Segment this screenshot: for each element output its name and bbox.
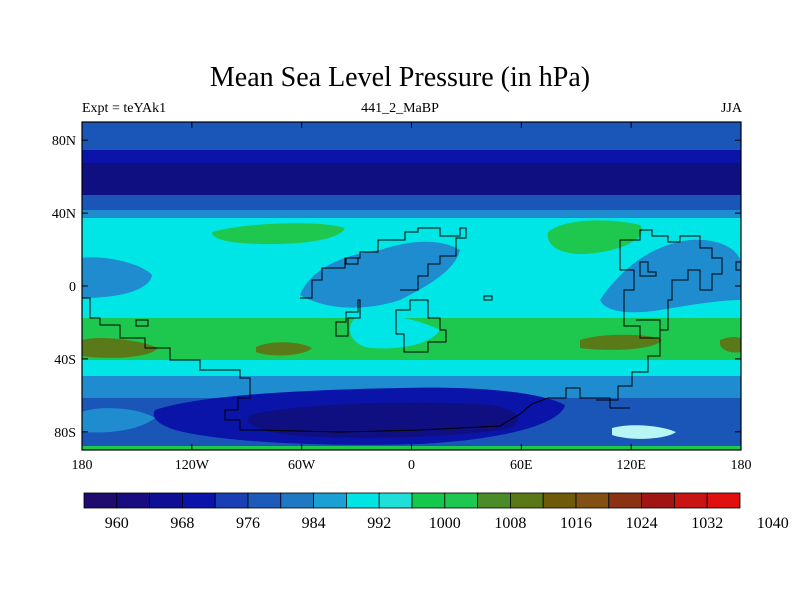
coast-australia	[596, 319, 661, 401]
lon-tick-label: 0	[408, 458, 415, 473]
lon-tick-label: 180	[72, 458, 93, 473]
colorbar: 960 968 976 984 992 1000 1008 1016 1024 1032 1040	[83, 492, 789, 532]
colorbar-label: 1016	[560, 515, 592, 532]
patch-west-pacific	[82, 257, 152, 298]
lon-tick-label: 180	[731, 458, 752, 473]
colorbar-label: 984	[302, 515, 326, 532]
coast-antarctica	[257, 387, 630, 433]
patch-indian	[600, 239, 741, 313]
lat-tick-label: 40S	[54, 353, 76, 368]
experiment-label: Expt = teYAk1	[82, 101, 167, 116]
patch-south-olive-2	[256, 342, 312, 356]
coast-africa	[300, 227, 467, 299]
patch-south-olive-3	[580, 334, 662, 350]
coast-africa-south	[395, 299, 447, 353]
coast-island-1	[135, 319, 149, 327]
coast-island-3	[483, 295, 493, 301]
colorbar-swatch	[542, 492, 577, 509]
colorbar-label: 1008	[494, 515, 526, 532]
time-period-label: 441_2_MaBP	[361, 101, 439, 116]
lat-tick-label: 40N	[52, 207, 76, 222]
colorbar-swatch	[378, 492, 413, 509]
patch-south-olive-1	[82, 337, 158, 358]
colorbar-swatch	[509, 492, 544, 509]
colorbar-label: 1032	[691, 515, 723, 532]
band-south-cyan	[82, 360, 741, 380]
pressure-field	[82, 122, 741, 450]
band-north-deep	[82, 163, 741, 199]
colorbar-swatch	[181, 492, 216, 509]
colorbar-swatch	[477, 492, 511, 509]
colorbar-swatch	[247, 492, 282, 509]
lat-tick-label: 80N	[52, 134, 76, 149]
longitude-axis: 180 120W 60W 0 60E 120E 180	[72, 122, 752, 473]
patch-atlantic	[300, 241, 460, 308]
lon-tick-label: 120E	[616, 458, 646, 473]
colorbar-swatch	[280, 492, 314, 509]
colorbar-swatch	[345, 492, 380, 509]
colorbar-label: 1024	[626, 515, 658, 532]
coast-island-2	[345, 257, 359, 265]
lat-tick-label: 0	[69, 280, 76, 295]
colorbar-label: 1000	[429, 515, 461, 532]
colorbar-swatch	[411, 492, 446, 509]
colorbar-swatch	[608, 492, 642, 509]
colorbar-swatch	[674, 492, 708, 509]
coast-island-5	[735, 261, 741, 271]
colorbar-label: 992	[367, 515, 391, 532]
colorbar-label: 1040	[757, 515, 789, 532]
map-title: Mean Sea Level Pressure (in hPa)	[209, 62, 591, 93]
patch-north-pacific	[212, 223, 345, 245]
colorbar-swatch	[706, 492, 741, 509]
coast-south-america	[335, 299, 361, 337]
season-label: JJA	[720, 101, 742, 116]
patch-north-asia	[547, 220, 642, 255]
colorbar-swatch	[575, 492, 610, 509]
patch-south-olive-4	[720, 337, 741, 353]
patch-south-cyan	[350, 315, 440, 349]
lon-tick-label: 60W	[288, 458, 316, 473]
coast-americas	[82, 297, 258, 431]
lon-tick-label: 60E	[510, 458, 533, 473]
colorbar-swatch	[641, 492, 675, 509]
colorbar-label: 976	[236, 515, 260, 532]
patch-south-lightblue	[82, 408, 155, 433]
latitude-axis: 80N 40N 0 40S 80S	[52, 134, 741, 441]
coast-asia	[619, 229, 723, 339]
colorbar-swatch	[149, 492, 183, 509]
colorbar-swatch	[83, 492, 118, 509]
colorbar-swatch	[313, 492, 347, 509]
coast-island-4	[639, 261, 657, 277]
colorbar-label: 968	[170, 515, 194, 532]
colorbar-swatch	[444, 492, 478, 509]
colorbar-swatch	[116, 492, 151, 509]
lon-tick-label: 120W	[175, 458, 210, 473]
coastlines	[82, 227, 741, 433]
patch-antarctic-pale	[612, 425, 676, 439]
colorbar-swatch	[214, 492, 249, 509]
colorbar-label: 960	[105, 515, 129, 532]
lat-tick-label: 80S	[54, 426, 76, 441]
